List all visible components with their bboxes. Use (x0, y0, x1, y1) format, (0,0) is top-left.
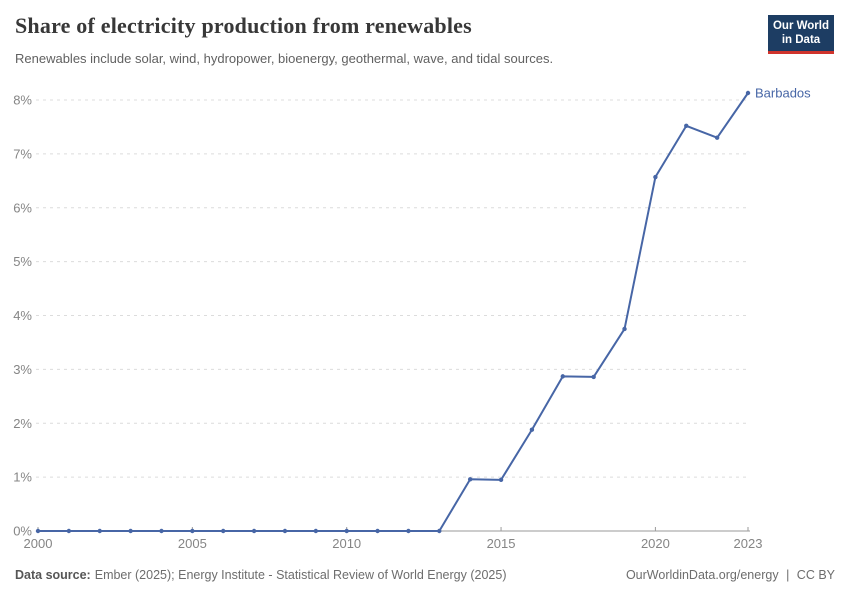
y-tick-label: 5% (13, 254, 32, 269)
data-point[interactable] (221, 528, 226, 534)
data-source-text: Ember (2025); Energy Institute - Statist… (94, 568, 507, 582)
x-tick-label: 2015 (487, 536, 516, 551)
data-line[interactable] (38, 92, 749, 532)
data-point[interactable] (467, 477, 473, 482)
data-point[interactable] (591, 374, 596, 380)
x-tick-label: 2005 (178, 536, 207, 551)
data-point[interactable] (97, 528, 102, 534)
owid-logo[interactable]: Our World in Data (768, 15, 834, 54)
owid-energy-link[interactable]: OurWorldinData.org/energy (625, 568, 779, 582)
y-tick-label: 8% (13, 93, 32, 108)
data-point[interactable] (375, 528, 380, 534)
data-point[interactable] (344, 528, 349, 534)
data-point[interactable] (560, 374, 565, 379)
page-title: Share of electricity production from ren… (15, 13, 472, 38)
data-point[interactable] (653, 174, 658, 180)
data-point[interactable] (529, 427, 535, 432)
owid-logo-line2: in Data (781, 34, 821, 47)
footer-attribution: OurWorldinData.org/energy | CC BY (626, 568, 835, 582)
data-point[interactable] (35, 528, 41, 534)
series-label[interactable]: Barbados (755, 85, 811, 100)
chart-footer: Data source: Ember (2025); Energy Institu… (15, 568, 835, 582)
data-point[interactable] (282, 528, 288, 534)
y-tick-label: 0% (13, 524, 32, 539)
owid-logo-line1: Our World (772, 20, 829, 32)
x-tick-label: 2000 (24, 536, 53, 551)
y-tick-label: 6% (13, 200, 32, 215)
data-point[interactable] (66, 528, 72, 534)
license-badge: CC BY (796, 568, 835, 582)
x-tick-label: 2023 (734, 536, 763, 551)
data-point[interactable] (251, 528, 257, 534)
x-tick-label: 2020 (641, 536, 670, 551)
data-point[interactable] (498, 477, 504, 483)
y-tick-label: 7% (13, 146, 32, 161)
chart-subtitle: Renewables include solar, wind, hydropow… (15, 51, 554, 66)
data-source-label: Data source: (15, 568, 91, 582)
y-tick-label: 3% (13, 362, 32, 377)
footer-separator: | (786, 568, 790, 582)
data-point[interactable] (190, 528, 195, 534)
data-point[interactable] (128, 528, 133, 534)
renewables-line-chart[interactable]: 0% 1% 2% 3% 4% 5% 6% 7% 8% 2000 2005 2010 2015 2020 20… (0, 80, 850, 560)
y-tick-label: 4% (13, 308, 32, 323)
y-tick-label: 1% (13, 470, 32, 485)
data-point[interactable] (714, 135, 720, 140)
data-point[interactable] (622, 326, 627, 332)
data-point[interactable] (406, 528, 411, 534)
data-point[interactable] (745, 90, 751, 96)
data-source-note: Data source: Ember (2025); Energy Institu… (15, 568, 506, 582)
data-point[interactable] (313, 528, 319, 534)
data-point[interactable] (684, 123, 689, 129)
data-point[interactable] (437, 528, 442, 534)
data-point[interactable] (159, 528, 164, 534)
y-tick-label: 2% (13, 416, 32, 431)
x-tick-label: 2010 (332, 536, 361, 551)
